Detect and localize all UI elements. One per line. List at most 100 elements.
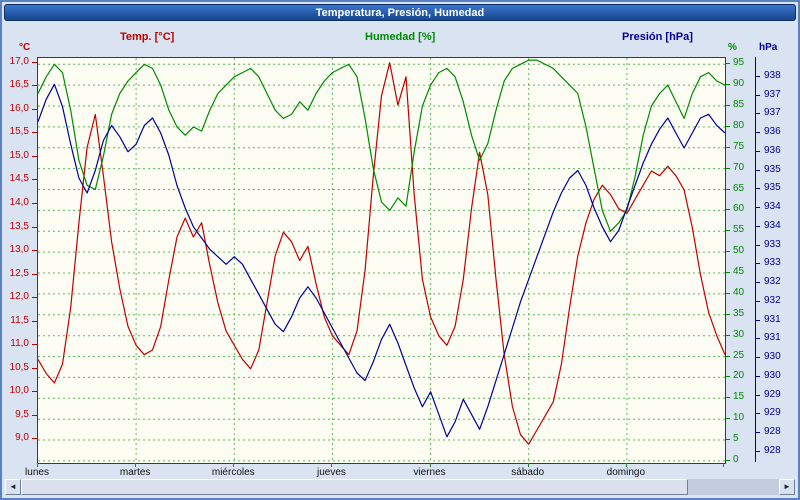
y-axis-tick-label: 928 — [764, 444, 781, 456]
y-axis-tick-mark — [755, 225, 760, 227]
x-axis-day-name: miércoles — [211, 467, 255, 478]
y-axis-tick-mark — [755, 375, 760, 377]
x-axis-day-name: domingo — [606, 467, 646, 478]
chart-canvas — [38, 58, 725, 463]
pressure-line — [38, 83, 725, 438]
y-axis-tick-label: 45 — [733, 266, 745, 278]
y-axis-tick-mark — [755, 207, 760, 208]
y-axis-tick-label: 934 — [764, 201, 781, 212]
x-axis-tick-mark — [331, 463, 333, 467]
y-axis-tick-label: 55 — [733, 224, 745, 236]
y-axis-tick-label: 936 — [764, 126, 781, 137]
y-axis-tick-mark — [32, 391, 37, 393]
y-axis-tick-label: 10 — [733, 412, 745, 424]
y-axis-tick-mark — [726, 397, 730, 399]
y-axis-tick-mark — [726, 459, 730, 461]
y-axis-tick-mark — [755, 75, 760, 77]
y-axis-tick-label: 15,5 — [9, 126, 29, 138]
y-axis-tick-mark — [726, 125, 730, 127]
y-axis-tick-mark — [726, 439, 730, 441]
humidity-axis-unit-label: % — [728, 42, 737, 53]
legend-temperature: Temp. [°C] — [120, 31, 175, 43]
scrollbar-track[interactable] — [21, 479, 779, 495]
y-axis-tick-mark — [32, 61, 37, 63]
horizontal-scrollbar[interactable]: ◄ ► — [5, 479, 795, 495]
pressure-y-axis: 938 937 937 936 936 935 935 934 934 933 933 932 932 9… — [755, 57, 798, 464]
scrollbar-left-arrow-icon[interactable]: ◄ — [5, 479, 21, 495]
y-axis-tick-label: 13,5 — [9, 220, 29, 232]
left-axis-unit-label: °C — [19, 42, 31, 53]
y-axis-tick-label: 5 — [733, 433, 739, 445]
x-axis-tick-mark — [135, 463, 137, 467]
title-bar: Temperatura, Presión, Humedad — [4, 4, 796, 21]
y-axis-tick-mark — [755, 244, 760, 246]
y-axis-tick-mark — [726, 209, 730, 211]
y-axis-tick-label: 95 — [733, 57, 745, 69]
scrollbar-right-arrow-icon[interactable]: ► — [779, 479, 795, 495]
y-axis-tick-mark — [32, 320, 37, 322]
y-axis-tick-mark — [755, 338, 760, 340]
x-axis-tick-mark — [625, 463, 627, 467]
y-axis-tick-label: 12,5 — [9, 267, 29, 279]
y-axis-tick-mark — [726, 84, 730, 86]
y-axis-tick-mark — [755, 450, 760, 452]
y-axis-tick-label: 15,0 — [9, 149, 29, 161]
y-axis-tick-mark — [726, 355, 730, 357]
x-axis-tick-mark — [527, 463, 529, 467]
y-axis-tick-mark — [32, 155, 37, 157]
y-axis-tick-mark — [32, 297, 37, 299]
x-axis-tick-mark — [37, 463, 38, 467]
y-axis-tick-label: 40 — [733, 286, 745, 298]
y-axis-tick-label: 25 — [733, 349, 745, 361]
y-axis-tick-label: 0 — [733, 453, 739, 465]
y-axis-tick-label: 50 — [733, 245, 745, 257]
y-axis-tick-label: 16,5 — [9, 79, 29, 91]
y-axis-tick-mark — [726, 63, 730, 65]
x-axis-day-name: sábado — [511, 467, 545, 478]
pressure-axis-unit-label: hPa — [759, 42, 778, 53]
y-axis-tick-mark — [32, 438, 37, 440]
y-axis-tick-mark — [755, 300, 760, 302]
y-axis-tick-label: 937 — [764, 88, 781, 100]
y-axis-tick-mark — [755, 282, 760, 283]
y-axis-tick-label: 70 — [733, 161, 745, 173]
y-axis-tick-mark — [755, 263, 760, 265]
y-axis-tick-label: 14,5 — [9, 173, 29, 185]
y-axis-tick-label: 15 — [733, 391, 745, 403]
y-axis-tick-mark — [32, 179, 37, 181]
y-axis-tick-mark — [755, 113, 760, 115]
x-axis-tick-mark — [233, 463, 235, 467]
y-axis-tick-mark — [32, 273, 37, 275]
y-axis-tick-label: 933 — [764, 257, 781, 269]
y-axis-tick-mark — [726, 105, 730, 106]
y-axis-tick-mark — [755, 150, 760, 152]
y-axis-tick-label: 60 — [733, 203, 745, 215]
y-axis-tick-label: 17,0 — [9, 55, 29, 67]
y-axis-tick-label: 14,0 — [9, 196, 29, 208]
y-axis-tick-label: 933 — [764, 238, 781, 250]
y-axis-tick-mark — [726, 334, 730, 336]
y-axis-tick-mark — [32, 108, 37, 110]
y-axis-tick-label: 929 — [764, 407, 781, 419]
legend-humidity: Humedad [%] — [365, 31, 436, 43]
y-axis-tick-mark — [755, 188, 760, 190]
y-axis-tick-mark — [32, 202, 37, 204]
y-axis-tick-label: 930 — [764, 351, 781, 362]
x-axis-tick-mark — [429, 463, 431, 467]
humidity-y-axis: 95 90 85 80 75 70 65 60 55 50 45 40 35 30 25 20 15 10 5 0 — [726, 57, 755, 464]
x-axis-day-name: viernes — [413, 467, 446, 478]
y-axis-tick-label: 16,0 — [9, 102, 29, 114]
y-axis-tick-label: 934 — [764, 219, 781, 231]
y-axis-tick-mark — [32, 367, 37, 369]
y-axis-tick-mark — [755, 394, 760, 396]
x-axis-day-name: martes — [119, 467, 151, 478]
y-axis-tick-mark — [32, 250, 37, 252]
x-axis-tick-mark — [723, 463, 724, 467]
page-title: Temperatura, Presión, Humedad — [315, 7, 485, 19]
y-axis-tick-label: 938 — [764, 69, 781, 81]
y-axis-tick-label: 931 — [764, 332, 781, 344]
y-axis-tick-label: 11,5 — [10, 314, 29, 326]
y-axis-tick-label: 932 — [764, 276, 781, 287]
scrollbar-thumb[interactable] — [21, 479, 689, 495]
y-axis-tick-label: 10,5 — [9, 361, 29, 373]
